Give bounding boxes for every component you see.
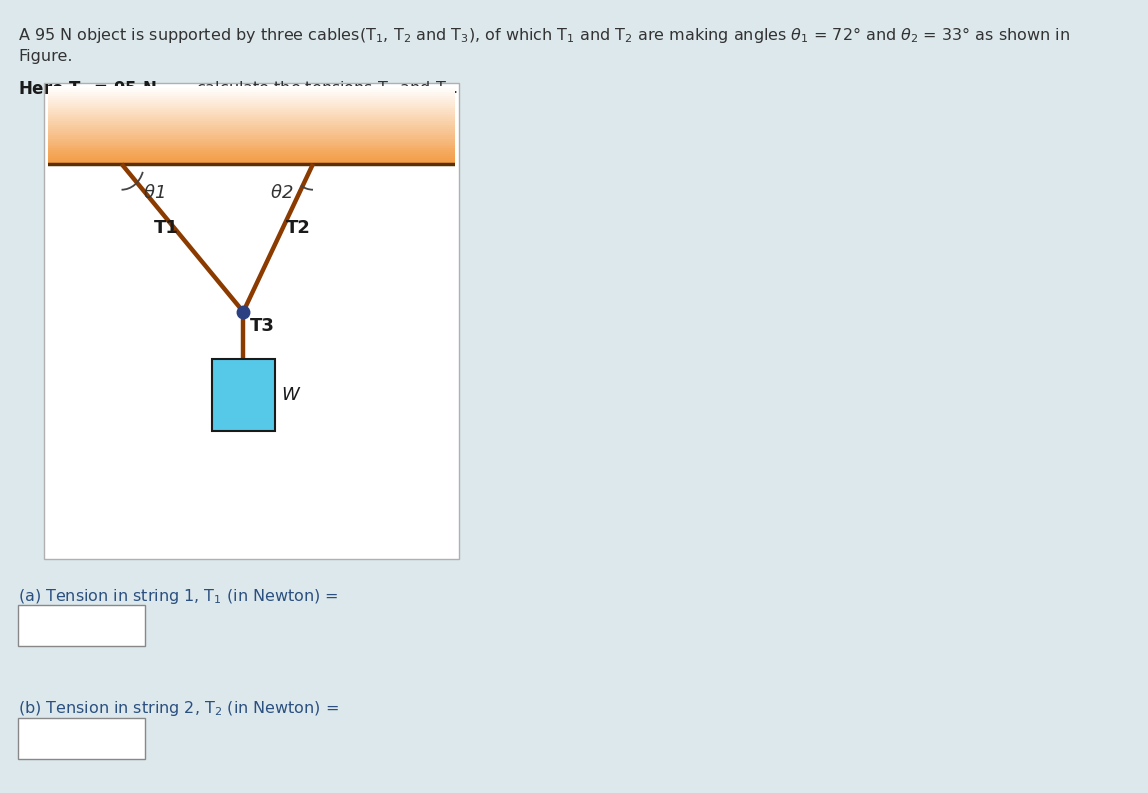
Polygon shape bbox=[48, 162, 455, 164]
Polygon shape bbox=[48, 144, 455, 147]
Polygon shape bbox=[48, 96, 455, 98]
Polygon shape bbox=[48, 133, 455, 135]
Polygon shape bbox=[48, 108, 455, 109]
FancyBboxPatch shape bbox=[211, 358, 274, 431]
Polygon shape bbox=[48, 109, 455, 112]
Polygon shape bbox=[48, 90, 455, 92]
Polygon shape bbox=[48, 125, 455, 127]
Polygon shape bbox=[48, 102, 455, 104]
FancyBboxPatch shape bbox=[18, 718, 145, 759]
Polygon shape bbox=[48, 156, 455, 158]
Polygon shape bbox=[48, 86, 455, 88]
Text: T2: T2 bbox=[286, 219, 311, 237]
Polygon shape bbox=[48, 116, 455, 117]
Polygon shape bbox=[48, 131, 455, 133]
Text: T3: T3 bbox=[249, 316, 274, 335]
Polygon shape bbox=[48, 147, 455, 148]
Text: $\theta$1: $\theta$1 bbox=[142, 184, 164, 201]
Polygon shape bbox=[48, 98, 455, 100]
Polygon shape bbox=[48, 123, 455, 125]
Polygon shape bbox=[48, 140, 455, 143]
Polygon shape bbox=[48, 143, 455, 144]
Polygon shape bbox=[48, 121, 455, 123]
Polygon shape bbox=[48, 129, 455, 131]
Text: $\theta$2: $\theta$2 bbox=[270, 184, 294, 201]
Text: Figure.: Figure. bbox=[18, 49, 72, 64]
Polygon shape bbox=[48, 152, 455, 154]
Text: Here T$_3$ = 95 N,: Here T$_3$ = 95 N, bbox=[18, 79, 163, 99]
Polygon shape bbox=[48, 148, 455, 151]
Polygon shape bbox=[48, 120, 455, 121]
Text: (b) Tension in string 2, T$_2$ (in Newton) =: (b) Tension in string 2, T$_2$ (in Newto… bbox=[18, 699, 340, 718]
Polygon shape bbox=[48, 113, 455, 116]
Polygon shape bbox=[48, 88, 455, 90]
Polygon shape bbox=[48, 100, 455, 102]
Polygon shape bbox=[48, 112, 455, 113]
Text: A 95 N object is supported by three cables(T$_1$, T$_2$ and T$_3$), of which T$_: A 95 N object is supported by three cabl… bbox=[18, 25, 1070, 45]
FancyBboxPatch shape bbox=[44, 83, 459, 559]
Polygon shape bbox=[48, 154, 455, 156]
Polygon shape bbox=[48, 136, 455, 139]
FancyBboxPatch shape bbox=[18, 605, 145, 646]
Polygon shape bbox=[48, 92, 455, 94]
Polygon shape bbox=[48, 105, 455, 108]
Text: (a) Tension in string 1, T$_1$ (in Newton) =: (a) Tension in string 1, T$_1$ (in Newto… bbox=[18, 587, 339, 606]
Polygon shape bbox=[48, 94, 455, 96]
Polygon shape bbox=[48, 139, 455, 140]
Polygon shape bbox=[48, 127, 455, 129]
Text: calculate the tensions T$_1$ and T$_2$.: calculate the tensions T$_1$ and T$_2$. bbox=[186, 79, 458, 98]
Polygon shape bbox=[48, 151, 455, 152]
Polygon shape bbox=[48, 158, 455, 160]
Polygon shape bbox=[48, 117, 455, 120]
Polygon shape bbox=[48, 135, 455, 136]
Polygon shape bbox=[48, 104, 455, 105]
Polygon shape bbox=[48, 160, 455, 162]
Text: W: W bbox=[281, 386, 298, 404]
Text: T1: T1 bbox=[154, 219, 179, 237]
